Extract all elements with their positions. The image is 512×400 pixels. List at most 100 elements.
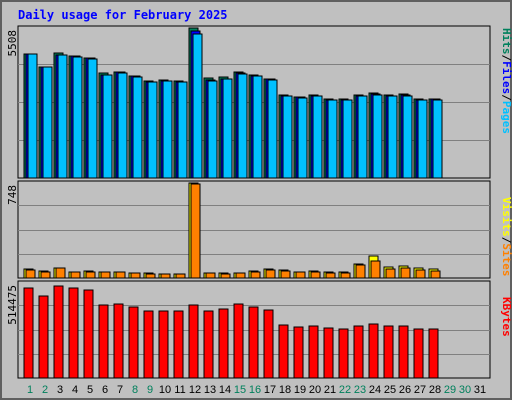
bar-pages-day-18 [282,95,293,179]
bar-sites-day-16 [250,271,261,279]
bar-kbytes-day-10 [158,310,169,379]
bar-sites-day-14 [220,273,231,279]
x-tick-label: 13 [204,384,216,396]
legend-separator: / [500,94,512,101]
x-tick-label: 7 [117,384,123,396]
bar-pages-day-15 [237,73,248,179]
bar-sites-day-18 [280,270,291,279]
bar-sites-day-26 [400,267,411,279]
x-tick-label: 28 [429,384,441,396]
bar-pages-day-21 [327,99,338,179]
x-tick-label: 19 [294,384,306,396]
bar-kbytes-day-4 [68,287,79,379]
bar-kbytes-day-15 [233,303,244,379]
legend-separator: / [500,237,512,244]
bar-sites-day-15 [235,272,246,279]
x-tick-label: 25 [384,384,396,396]
x-tick-label: 1 [27,384,33,396]
x-tick-label: 8 [132,384,138,396]
bar-sites-day-2 [40,271,51,279]
x-tick-label: 15 [234,384,246,396]
bar-pages-day-17 [267,79,278,179]
legend-item-pages: Pages [500,101,512,134]
bar-kbytes-day-28 [428,328,439,379]
x-tick-label: 5 [87,384,93,396]
bar-sites-day-12 [190,183,201,279]
legend-visits-sites: Visits/Sites [500,197,512,277]
y-max-label: 514475 [6,285,19,325]
bar-pages-day-25 [387,95,398,179]
x-tick-label: 12 [189,384,201,396]
legend-hits-files-pages: Hits/Files/Pages [500,28,512,134]
bar-sites-day-1 [25,269,36,279]
bar-pages-day-22 [342,99,353,179]
bar-kbytes-day-17 [263,309,274,379]
bar-pages-day-26 [402,95,413,179]
bar-sites-day-20 [310,271,321,279]
bar-sites-day-24 [370,260,381,279]
bar-sites-day-28 [430,270,441,279]
bar-kbytes-day-25 [383,325,394,379]
bar-kbytes-day-22 [338,328,349,379]
x-tick-label: 14 [219,384,231,396]
bar-kbytes-day-14 [218,308,229,379]
y-max-label: 748 [6,185,19,205]
x-tick-label: 23 [354,384,366,396]
bar-kbytes-day-24 [368,323,379,379]
x-tick-label: 9 [147,384,153,396]
bar-sites-day-17 [265,269,276,279]
bar-pages-day-7 [117,72,128,179]
bar-pages-day-13 [207,80,218,179]
bar-sites-day-19 [295,271,306,279]
bar-pages-day-24 [372,94,383,179]
bar-kbytes-day-23 [353,325,364,379]
bar-kbytes-day-5 [83,289,94,379]
bar-sites-day-25 [385,268,396,279]
bar-pages-day-3 [57,54,68,179]
bar-pages-day-5 [87,58,98,179]
x-tick-label: 24 [369,384,381,396]
bar-pages-day-12 [192,33,203,179]
x-tick-label: 17 [264,384,276,396]
legend-item-visits: Visits [500,197,512,237]
bar-sites-day-22 [340,272,351,279]
bar-sites-day-10 [160,273,171,279]
legend-item-hits: Hits [500,28,512,55]
x-tick-label: 11 [174,384,185,396]
x-tick-label: 16 [249,384,261,396]
bar-sites-day-13 [205,272,216,279]
bar-pages-day-23 [357,95,368,179]
bar-kbytes-day-3 [53,285,64,379]
x-tick-label: 27 [414,384,426,396]
bar-sites-day-5 [85,271,96,279]
legend-kbytes: KBytes [500,297,512,337]
bar-pages-day-8 [132,76,143,179]
bar-sites-day-8 [130,272,141,279]
bar-pages-day-27 [417,99,428,179]
bar-kbytes-day-27 [413,328,424,379]
x-tick-label: 18 [279,384,291,396]
bar-kbytes-day-11 [173,310,184,379]
bar-pages-day-19 [297,97,308,179]
bar-pages-day-11 [177,81,188,179]
panel-visits-sites [17,180,491,279]
bar-sites-day-4 [70,271,81,279]
y-max-label: 5508 [6,30,19,57]
bar-kbytes-day-9 [143,310,154,379]
bar-pages-day-14 [222,78,233,179]
x-tick-label: 20 [309,384,321,396]
x-tick-label: 3 [57,384,63,396]
bar-sites-day-6 [100,271,111,279]
bar-pages-day-9 [147,81,158,179]
x-tick-label: 26 [399,384,411,396]
bar-kbytes-day-7 [113,303,124,379]
legend-item-sites: Sites [500,243,512,276]
bar-kbytes-day-19 [293,326,304,379]
bar-pages-day-6 [102,74,113,179]
x-tick-label: 29 [444,384,456,396]
x-tick-label: 21 [324,384,336,396]
bar-pages-day-1 [27,53,38,179]
bar-pages-day-16 [252,75,263,179]
bar-sites-day-21 [325,272,336,279]
